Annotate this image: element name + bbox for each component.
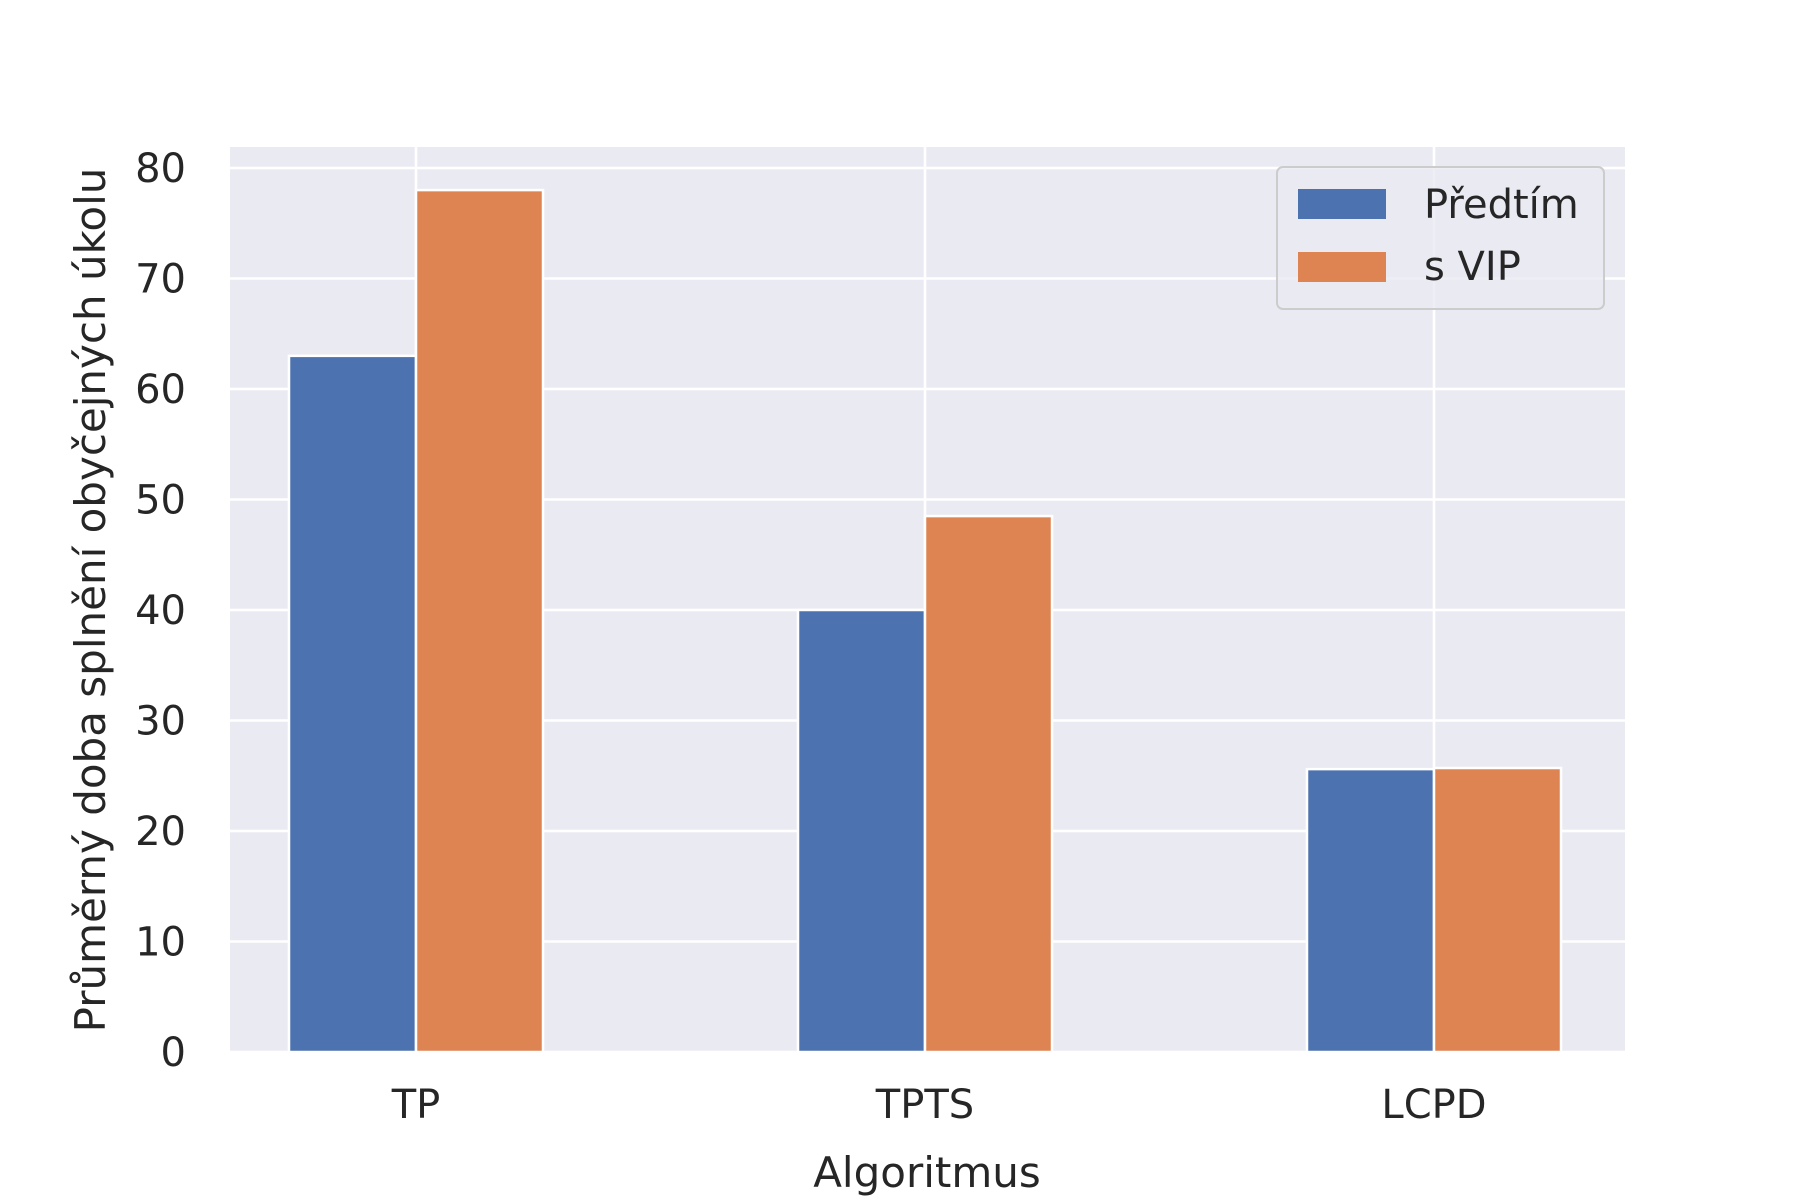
legend-swatch-s-vip [1298, 252, 1386, 282]
bar-s-vip-tpts [923, 514, 1054, 1054]
x-tick-label: TP [391, 1082, 441, 1128]
bar-p-edt-m-lcpd [1305, 767, 1436, 1054]
y-tick-labels: 0 10 20 30 40 50 60 70 80 [135, 146, 186, 1076]
y-tick-label: 70 [135, 256, 186, 302]
y-tick-label: 0 [161, 1030, 186, 1076]
legend: Předtím s VIP [1276, 166, 1605, 310]
legend-label-s-vip: s VIP [1424, 244, 1521, 290]
x-tick-labels: TP TPTS LCPD [391, 1082, 1487, 1128]
y-tick-label: 60 [135, 367, 186, 413]
legend-label-predtim: Předtím [1424, 182, 1579, 228]
y-axis-label: Průměrný doba splnění obyčejných úkolu [66, 168, 115, 1033]
bar-s-vip-tp [414, 188, 545, 1054]
x-tick-label: TPTS [875, 1082, 974, 1128]
y-tick-label: 50 [135, 477, 186, 523]
y-tick-label: 30 [135, 698, 186, 744]
y-tick-label: 80 [135, 146, 186, 192]
legend-swatch-predtim [1298, 189, 1386, 219]
y-tick-label: 20 [135, 809, 186, 855]
y-tick-label: 40 [135, 588, 186, 634]
bar-s-vip-lcpd [1432, 766, 1563, 1054]
x-axis-label: Algoritmus [813, 1148, 1041, 1197]
bars [287, 188, 1563, 1054]
y-tick-label: 10 [135, 919, 186, 965]
bar-p-edt-m-tpts [796, 608, 927, 1054]
x-tick-label: LCPD [1381, 1082, 1486, 1128]
bar-p-edt-m-tp [287, 354, 418, 1054]
